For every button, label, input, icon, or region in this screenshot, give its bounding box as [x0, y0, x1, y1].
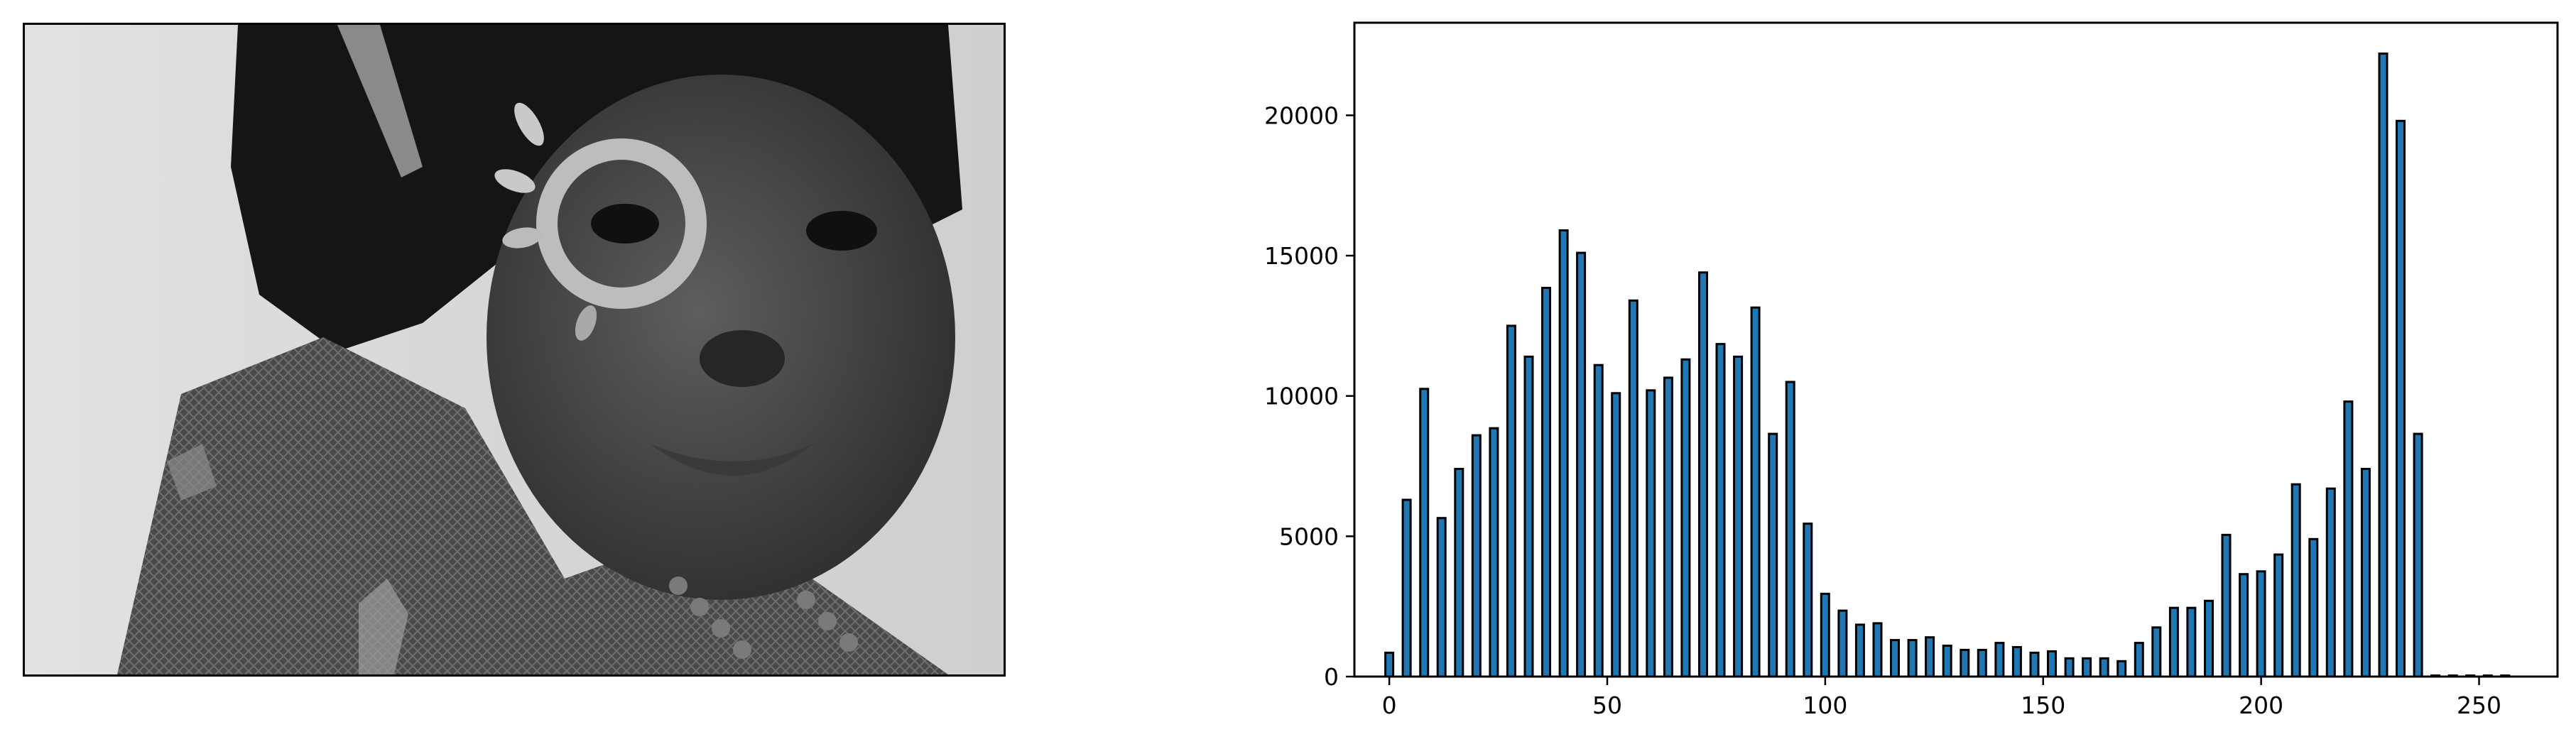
histogram-bar [2082, 657, 2092, 678]
face-paint-ray [502, 227, 542, 248]
histogram-bar [2011, 646, 2022, 678]
histogram-bar [2239, 573, 2249, 678]
histogram-bar [1768, 432, 1778, 678]
histogram-bar [2396, 119, 2406, 678]
histogram-bar [2343, 400, 2354, 678]
histogram-bar [1541, 287, 1551, 678]
histogram-bar [2290, 483, 2301, 678]
histogram-bar [1593, 363, 1604, 678]
x-tick-label: 100 [1803, 691, 1847, 719]
sweater-pattern [359, 579, 408, 674]
face-paint-ray [575, 305, 597, 341]
histogram-bar [1646, 389, 1656, 678]
histogram-bar [2064, 657, 2075, 678]
histogram-bar [1384, 651, 1395, 678]
histogram-bar [2047, 650, 2057, 678]
histogram-bar [1611, 392, 1621, 678]
y-tick-label: 20000 [1264, 102, 1339, 129]
histogram-bar [2204, 599, 2214, 678]
histogram-bar [1576, 251, 1587, 678]
histogram-bar [1471, 434, 1482, 678]
histogram-bar [1785, 381, 1795, 678]
histogram-bar [1977, 648, 1987, 678]
x-tick-label: 200 [2239, 691, 2283, 719]
x-tick-label: 250 [2457, 691, 2501, 719]
histogram-bar [1803, 523, 1813, 678]
histogram-bar [1820, 592, 1830, 678]
plot-frame [1353, 21, 2559, 678]
histogram-bar [2029, 651, 2040, 678]
x-tick-label: 50 [1592, 691, 1622, 719]
y-tick-label: 10000 [1264, 383, 1339, 410]
y-tick-label: 15000 [1264, 242, 1339, 270]
histogram-bar [1733, 355, 1744, 678]
sweater-pattern [167, 444, 217, 501]
histogram-bar [2134, 642, 2144, 678]
histogram-bar [1523, 355, 1534, 678]
histogram-bar [1890, 639, 1900, 678]
histogram-bar [1698, 271, 1708, 678]
right-eye [806, 211, 877, 251]
mouth [650, 444, 813, 476]
face-paint-ray [494, 169, 536, 193]
y-axis: 0 5000 10000 15000 20000 [1264, 102, 1354, 691]
histogram-bar [2099, 657, 2109, 678]
histogram-bar [1925, 636, 1935, 678]
histogram-bar [1401, 498, 1412, 678]
histogram-bar [1942, 645, 1952, 678]
histogram-bar [1715, 343, 1726, 678]
histogram-bar [2116, 660, 2127, 678]
histogram-bar [2256, 570, 2266, 678]
x-tick-label: 150 [2021, 691, 2065, 719]
histogram-bar [1454, 468, 1464, 678]
histogram-bar [2413, 432, 2423, 678]
histogram-bar [1907, 639, 1918, 678]
left-eye [591, 204, 659, 244]
histogram-bar [1854, 623, 1865, 678]
histogram-bar [1489, 427, 1499, 678]
histogram-bar [2186, 606, 2197, 678]
portrait-photo [23, 23, 1006, 677]
face-paint-ring [536, 138, 707, 309]
face-paint-ray [514, 102, 544, 146]
histogram-bar [1436, 517, 1447, 678]
histogram-bars [1384, 53, 2511, 678]
histogram-bar [1558, 229, 1569, 678]
x-axis: 0 50 100 150 200 250 [1382, 677, 2501, 719]
histogram-bar [1628, 299, 1638, 678]
x-tick-label: 0 [1382, 691, 1397, 719]
histogram-bar [2221, 533, 2232, 678]
histogram-bar [1680, 358, 1691, 678]
histogram-bar [1837, 609, 1848, 678]
histogram-bar [1750, 306, 1761, 678]
histogram-bar [1663, 376, 1673, 678]
y-tick-label: 0 [1324, 663, 1339, 691]
histogram-bar [1872, 622, 1883, 678]
histogram-bar [2378, 53, 2388, 678]
nose [700, 330, 785, 387]
histogram-bar [2325, 487, 2336, 678]
histogram-bar [2360, 468, 2371, 678]
histogram-bar [2308, 537, 2319, 678]
ribbon [337, 25, 423, 177]
histogram-bar [1994, 642, 2005, 678]
histogram-bar [1419, 388, 1430, 678]
necklace [669, 576, 858, 659]
histogram-bar [2273, 553, 2284, 678]
histogram-bar [1506, 324, 1516, 678]
histogram-bar [2168, 606, 2179, 678]
histogram-bar [2151, 626, 2162, 678]
histogram-bar [1960, 648, 1970, 678]
y-tick-label: 5000 [1279, 523, 1339, 550]
